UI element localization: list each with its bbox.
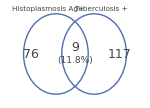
Text: 117: 117 [107, 48, 131, 60]
Text: (11.8%): (11.8%) [57, 56, 93, 65]
Text: Tuberculosis +: Tuberculosis + [75, 6, 128, 12]
Text: 9: 9 [71, 41, 79, 54]
Text: 76: 76 [23, 48, 39, 60]
Text: Histoplasmosis Ag+: Histoplasmosis Ag+ [12, 6, 85, 12]
